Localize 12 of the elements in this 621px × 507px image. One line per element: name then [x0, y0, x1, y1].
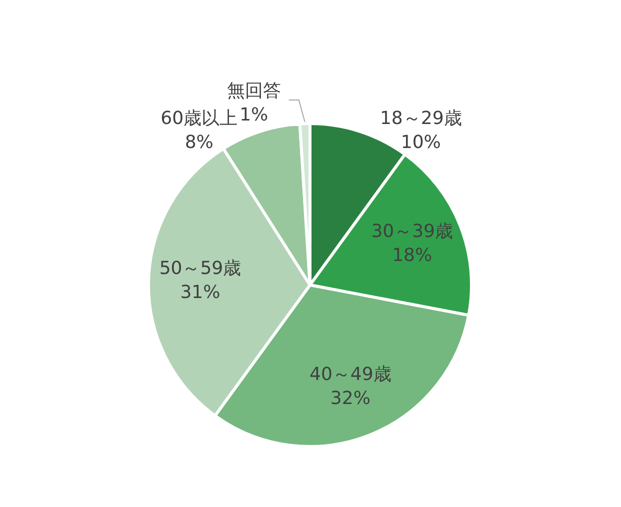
data-label: 1%: [240, 104, 268, 126]
slice-label: 50～59歳: [159, 258, 242, 280]
data-label: 32%: [330, 388, 370, 409]
slice-label: 60歳以上: [160, 108, 238, 130]
slice-label: 40～49歳: [310, 364, 392, 385]
data-label: 31%: [180, 282, 220, 304]
slice-label: 無回答: [226, 80, 281, 102]
data-label: 10%: [400, 132, 441, 154]
slice-label: 30～39歳: [371, 221, 454, 242]
data-label: 8%: [184, 132, 214, 154]
slice-label: 18～29歳: [380, 108, 462, 130]
data-label: 18%: [392, 245, 432, 266]
